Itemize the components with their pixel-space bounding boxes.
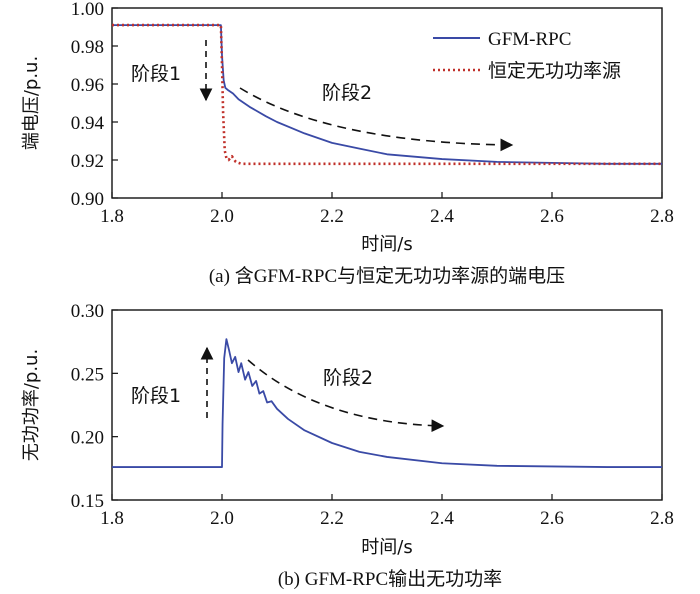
panel-a-x-tick-label: 2.6 (540, 206, 564, 227)
panel-a-series-line-1 (112, 23, 662, 166)
panel-b-x-tick-label: 2.0 (210, 508, 234, 529)
panel-b-caption: (b) GFM-RPC输出无功功率 (278, 568, 502, 590)
panel-b-y-tick-label: 0.30 (71, 301, 104, 322)
panel-b-x-axis-label: 时间/s (361, 537, 412, 558)
panel-a-caption: (a) 含GFM-RPC与恒定无功功率源的端电压 (209, 265, 565, 287)
panel-b: 1.8 2.0 2.2 2.4 2.6 2.8 0.150.200.250.30 阶段1 … (21, 301, 674, 590)
panel-b-x-tick-label: 2.4 (430, 508, 454, 529)
panel-b-x-tick-label: 2.6 (540, 508, 564, 529)
panel-a-y-tick-label: 0.92 (71, 151, 104, 172)
panel-a-y-axis-label: 端电压/p.u. (21, 56, 42, 150)
panel-a-stage2-arrow (239, 87, 514, 152)
panel-a-series-line-0 (112, 24, 662, 165)
panel-a-legend: GFM-RPC 恒定无功功率源 (433, 29, 621, 82)
panel-a-stage2-label: 阶段2 (322, 82, 372, 104)
panel-b-plot-frame (111, 309, 663, 501)
panel-b-stage1-label: 阶段1 (131, 385, 181, 407)
panel-b-stage2-label: 阶段2 (323, 367, 373, 389)
panel-a: 1.8 2.0 2.2 2.4 2.6 2.8 0.90 0.92 0.94 0.96 0.98 1… (21, 0, 674, 287)
panel-a-x-tick-label: 2.0 (210, 206, 234, 227)
panel-b-y-tick-label: 0.20 (71, 428, 104, 449)
panel-a-y-tick-label: 0.96 (71, 75, 104, 96)
panel-a-y-ticks: 0.90 0.92 0.94 0.96 0.98 1.00 (71, 0, 118, 210)
panel-a-series (112, 23, 662, 166)
panel-b-x-tick-label: 1.8 (100, 508, 124, 529)
legend-label-constant-source: 恒定无功功率源 (488, 60, 621, 82)
panel-b-series-line-0 (112, 338, 662, 468)
panel-a-x-ticks: 1.8 2.0 2.2 2.4 2.6 2.8 (100, 192, 674, 227)
panel-a-y-tick-label: 1.00 (71, 0, 104, 20)
panel-b-x-tick-label: 2.8 (650, 508, 674, 529)
panel-a-y-tick-label: 0.90 (71, 189, 104, 210)
panel-b-stage2-arrow (247, 359, 445, 433)
panel-a-y-tick-label: 0.94 (71, 113, 105, 134)
panel-a-x-tick-label: 2.4 (430, 206, 454, 227)
panel-a-x-tick-label: 2.2 (320, 206, 344, 227)
panel-b-series (112, 338, 662, 468)
panel-b-x-tick-label: 2.2 (320, 508, 344, 529)
panel-b-y-axis-label: 无功功率/p.u. (21, 349, 42, 461)
panel-b-x-ticks: 1.8 2.0 2.2 2.4 2.6 2.8 (100, 494, 674, 529)
panel-b-y-tick-label: 0.25 (71, 364, 104, 385)
panel-a-x-tick-label: 1.8 (100, 206, 124, 227)
panel-a-x-axis-label: 时间/s (361, 234, 412, 255)
panel-b-y-tick-label: 0.15 (71, 491, 104, 512)
panel-a-x-tick-label: 2.8 (650, 206, 674, 227)
legend-label-gfm-rpc: GFM-RPC (488, 29, 571, 50)
panel-b-y-ticks: 0.15 0.20 0.25 0.30 (71, 301, 118, 512)
panel-a-plot-frame (111, 7, 663, 199)
panel-a-y-tick-label: 0.98 (71, 37, 104, 58)
panel-a-stage1-label: 阶段1 (131, 63, 181, 85)
